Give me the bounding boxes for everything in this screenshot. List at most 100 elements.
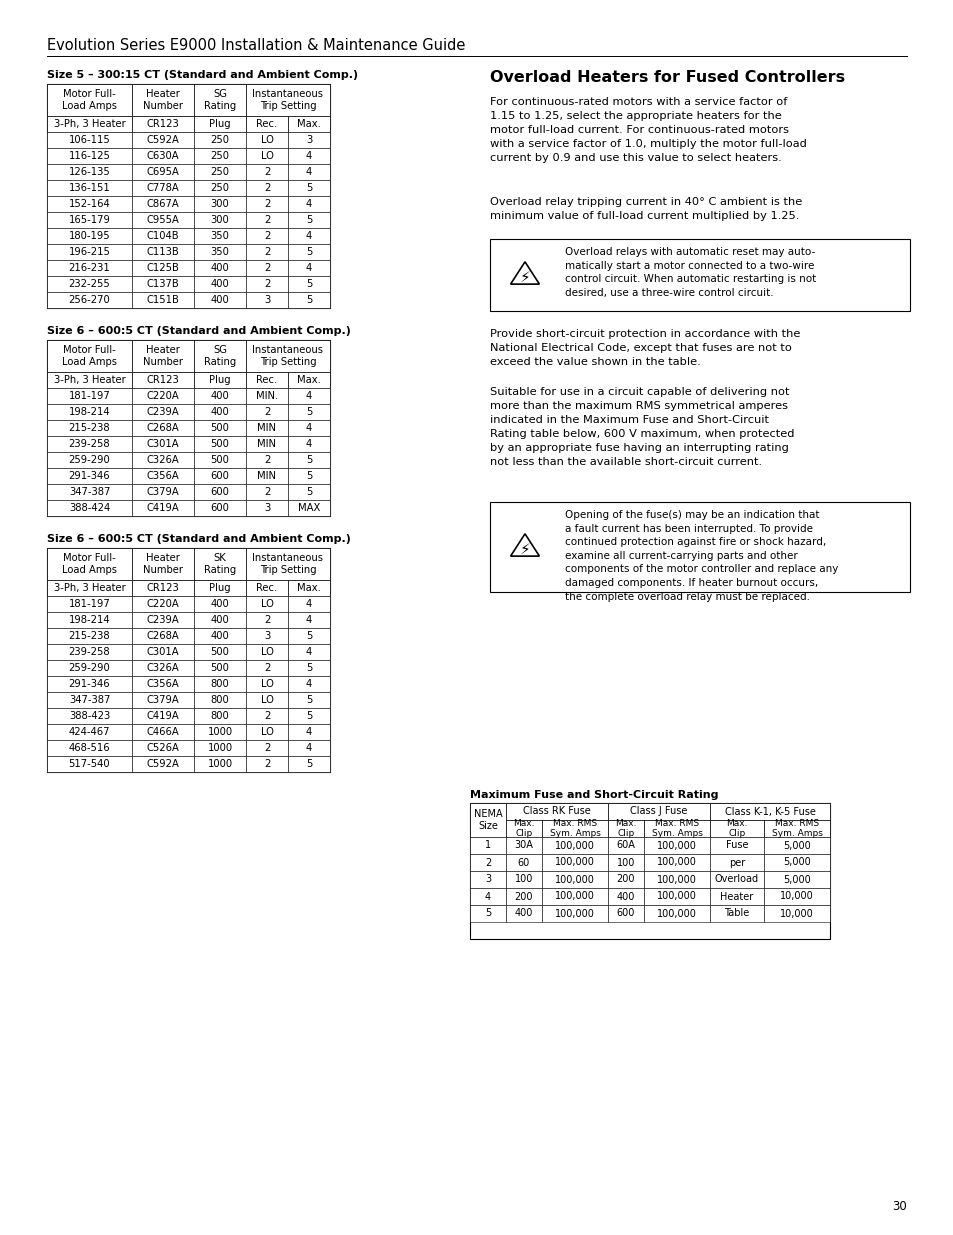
Text: 100,000: 100,000 (555, 909, 595, 919)
Bar (193, 180, 246, 196)
Text: 4: 4 (306, 231, 312, 241)
Bar (490, 240, 909, 311)
Text: CR123: CR123 (147, 583, 179, 593)
Text: 400: 400 (211, 263, 229, 273)
Text: C356A: C356A (147, 679, 179, 689)
Text: 100,000: 100,000 (657, 909, 697, 919)
Text: 3: 3 (264, 295, 270, 305)
Text: 500: 500 (211, 424, 230, 433)
Bar (246, 436, 288, 452)
Text: 10,000: 10,000 (780, 909, 813, 919)
Bar (246, 261, 288, 275)
Bar (132, 484, 193, 500)
Text: 250: 250 (211, 151, 230, 161)
Bar (47, 164, 132, 180)
Bar (132, 708, 193, 724)
Bar (288, 452, 330, 468)
Bar (47, 500, 132, 516)
Text: Plug: Plug (209, 119, 231, 128)
Bar (132, 340, 193, 372)
Text: C867A: C867A (147, 199, 179, 209)
Text: Class J Fuse: Class J Fuse (630, 806, 687, 816)
Bar (132, 548, 193, 580)
Text: Instantaneous
Trip Setting: Instantaneous Trip Setting (253, 553, 323, 574)
Text: C125B: C125B (147, 263, 179, 273)
Text: Instantaneous
Trip Setting: Instantaneous Trip Setting (253, 89, 323, 111)
Bar (193, 692, 246, 708)
Text: 2: 2 (264, 231, 270, 241)
Text: Overload Heaters for Fused Controllers: Overload Heaters for Fused Controllers (490, 70, 844, 85)
Text: 517-540: 517-540 (69, 760, 111, 769)
Bar (288, 597, 330, 613)
Bar (132, 196, 193, 212)
Bar (47, 420, 132, 436)
Text: C137B: C137B (147, 279, 179, 289)
Text: 4: 4 (306, 199, 312, 209)
Bar (246, 196, 288, 212)
Text: Overload relays with automatic reset may auto-
matically start a motor connected: Overload relays with automatic reset may… (564, 247, 816, 298)
Text: LO: LO (260, 135, 274, 144)
Bar (288, 196, 330, 212)
Bar (505, 853, 541, 871)
Bar (132, 436, 193, 452)
Bar (193, 372, 246, 388)
Bar (763, 888, 829, 905)
Text: 500: 500 (211, 647, 230, 657)
Bar (541, 853, 607, 871)
Bar (709, 905, 763, 923)
Text: 4: 4 (306, 424, 312, 433)
Bar (193, 659, 246, 676)
Bar (193, 597, 246, 613)
Text: 500: 500 (211, 454, 230, 466)
Text: Heater
Number: Heater Number (143, 89, 183, 111)
Bar (246, 212, 288, 228)
Text: Max. RMS
Sym. Amps: Max. RMS Sym. Amps (771, 819, 821, 839)
Bar (132, 580, 193, 597)
Bar (288, 132, 330, 148)
Text: 4: 4 (306, 167, 312, 177)
Bar (193, 275, 246, 291)
Text: 165-179: 165-179 (69, 215, 111, 225)
Text: 259-290: 259-290 (69, 663, 111, 673)
Bar (288, 420, 330, 436)
Text: Provide short-circuit protection in accordance with the
National Electrical Code: Provide short-circuit protection in acco… (490, 329, 800, 367)
Text: Class RK Fuse: Class RK Fuse (522, 806, 590, 816)
Bar (193, 613, 246, 629)
Bar (193, 548, 246, 580)
Text: C466A: C466A (147, 727, 179, 737)
Bar (288, 245, 330, 261)
Bar (193, 245, 246, 261)
Bar (246, 148, 288, 164)
Text: 4: 4 (306, 151, 312, 161)
Text: LO: LO (260, 727, 274, 737)
Bar (607, 888, 643, 905)
Bar (132, 245, 193, 261)
Text: 30: 30 (891, 1200, 906, 1213)
Bar (47, 245, 132, 261)
Text: MIN: MIN (257, 471, 276, 480)
Text: Size 5 – 300:15 CT (Standard and Ambient Comp.): Size 5 – 300:15 CT (Standard and Ambient… (47, 70, 357, 80)
Text: 5: 5 (306, 760, 312, 769)
Bar (193, 404, 246, 420)
Text: 3: 3 (264, 631, 270, 641)
Bar (709, 871, 763, 888)
Bar (470, 803, 505, 837)
Text: 10,000: 10,000 (780, 892, 813, 902)
Bar (288, 404, 330, 420)
Bar (193, 116, 246, 132)
Bar (246, 228, 288, 245)
Text: Plug: Plug (209, 583, 231, 593)
Text: 3: 3 (484, 874, 491, 884)
Text: 400: 400 (211, 599, 229, 609)
Text: 4: 4 (306, 599, 312, 609)
Text: 100,000: 100,000 (657, 892, 697, 902)
Bar (607, 905, 643, 923)
Bar (246, 500, 288, 516)
Bar (47, 629, 132, 643)
Text: 5,000: 5,000 (782, 841, 810, 851)
Bar (193, 436, 246, 452)
Bar (132, 261, 193, 275)
Bar (288, 468, 330, 484)
Text: C955A: C955A (147, 215, 179, 225)
Text: 196-215: 196-215 (69, 247, 111, 257)
